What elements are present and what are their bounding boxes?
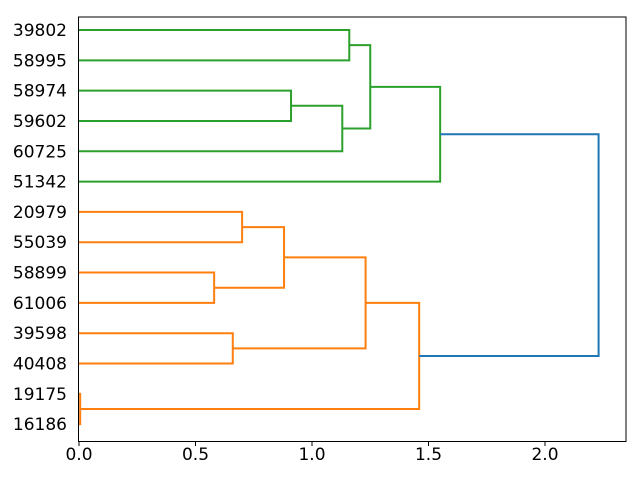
dendrogram-link — [79, 29, 351, 62]
dendrogram-link — [79, 104, 344, 153]
leaf-label: 59602 — [13, 112, 67, 132]
dendrogram-link — [79, 89, 293, 122]
leaf-label: 51342 — [13, 173, 67, 193]
leaf-label: 40408 — [13, 355, 67, 375]
leaf-label: 39598 — [13, 324, 67, 344]
dendrogram-link — [342, 44, 372, 130]
leaf-label: 39802 — [13, 21, 67, 41]
x-axis: 0.0 0.5 1.0 1.5 2.0 — [65, 441, 559, 465]
leaf-label: 58974 — [13, 82, 67, 102]
leaf-label: 58899 — [13, 264, 67, 284]
dendrogram-link — [80, 301, 421, 410]
dendrogram-link — [79, 210, 244, 244]
x-tick-label: 1.5 — [415, 445, 442, 465]
leaf-label: 55039 — [13, 233, 67, 253]
x-tick-label: 0.0 — [65, 445, 92, 465]
dendrogram-links — [79, 29, 600, 426]
leaf-labels: 39802 58995 58974 59602 60725 51342 20979 55039… — [13, 21, 67, 435]
x-tick-label: 1.0 — [298, 445, 325, 465]
plot-frame — [78, 16, 627, 442]
dendrogram-link — [419, 133, 600, 357]
leaf-label: 61006 — [13, 294, 67, 314]
leaf-label: 60725 — [13, 142, 67, 162]
leaf-label: 19175 — [13, 385, 67, 405]
leaf-label: 16186 — [13, 415, 67, 435]
dendrogram-link — [79, 85, 442, 183]
x-tick-label: 2.0 — [531, 445, 558, 465]
dendrogram-link — [214, 226, 286, 289]
x-tick-label: 0.5 — [182, 445, 209, 465]
dendrogram-link — [79, 271, 216, 304]
dendrogram-link — [79, 392, 82, 426]
leaf-label: 20979 — [13, 203, 67, 223]
dendrogram-link — [232, 256, 367, 350]
dendrogram-link — [79, 332, 234, 365]
leaf-label: 58995 — [13, 51, 67, 71]
